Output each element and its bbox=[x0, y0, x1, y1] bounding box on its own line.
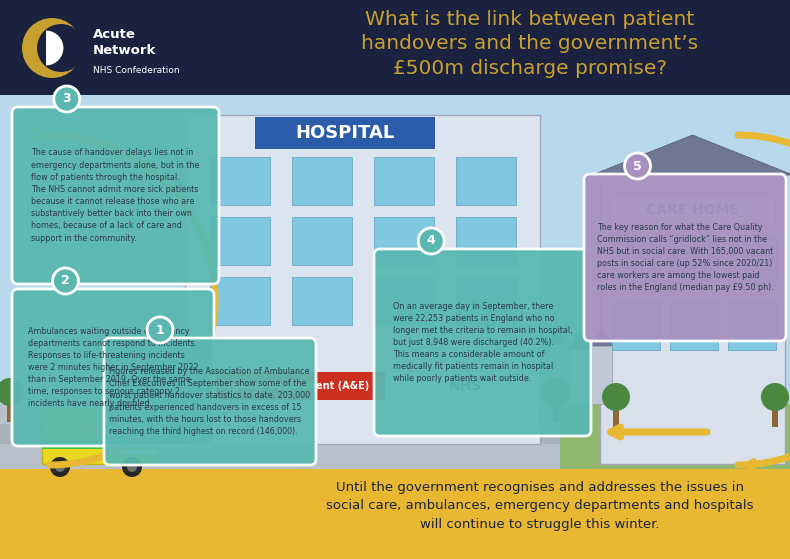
Circle shape bbox=[147, 317, 173, 343]
Bar bbox=[0, 95, 790, 469]
Bar bbox=[613, 409, 619, 427]
Text: Ambulances waiting outside emergency
departments cannot respond to incidents.
Re: Ambulances waiting outside emergency dep… bbox=[28, 326, 198, 409]
Circle shape bbox=[54, 86, 80, 112]
Text: 4: 4 bbox=[427, 234, 435, 248]
Circle shape bbox=[52, 268, 78, 294]
Circle shape bbox=[22, 18, 82, 78]
Bar bbox=[610, 195, 775, 225]
Bar bbox=[190, 372, 535, 400]
Polygon shape bbox=[592, 135, 790, 175]
FancyBboxPatch shape bbox=[584, 174, 786, 341]
Circle shape bbox=[418, 228, 444, 254]
Text: CARE HOME: CARE HOME bbox=[645, 203, 739, 217]
Bar bbox=[292, 277, 352, 325]
Bar bbox=[0, 469, 790, 559]
FancyBboxPatch shape bbox=[104, 338, 316, 465]
Bar bbox=[456, 157, 516, 205]
Text: Acute
Network: Acute Network bbox=[93, 28, 156, 56]
Bar bbox=[0, 404, 790, 469]
Bar bbox=[612, 300, 660, 350]
Bar bbox=[374, 157, 434, 205]
Bar bbox=[456, 277, 516, 325]
Bar bbox=[553, 404, 559, 422]
Circle shape bbox=[0, 378, 24, 406]
Text: HOSPITAL: HOSPITAL bbox=[295, 124, 395, 142]
FancyBboxPatch shape bbox=[12, 107, 219, 284]
Wedge shape bbox=[46, 31, 63, 65]
Text: NHS Confederation: NHS Confederation bbox=[93, 66, 179, 75]
Circle shape bbox=[127, 462, 137, 472]
Bar bbox=[728, 235, 776, 285]
Bar bbox=[670, 235, 718, 285]
Circle shape bbox=[37, 24, 85, 72]
Bar bbox=[7, 404, 13, 422]
Bar bbox=[772, 409, 778, 427]
Circle shape bbox=[122, 457, 142, 477]
FancyBboxPatch shape bbox=[12, 289, 214, 446]
Bar bbox=[0, 404, 560, 469]
Text: 2: 2 bbox=[61, 274, 70, 287]
Text: NHS: NHS bbox=[449, 379, 482, 393]
Circle shape bbox=[761, 383, 789, 411]
Bar bbox=[185, 115, 540, 444]
Bar bbox=[600, 175, 785, 464]
Bar bbox=[0, 424, 560, 444]
Bar bbox=[107, 414, 157, 454]
Polygon shape bbox=[568, 331, 592, 349]
Bar bbox=[42, 409, 157, 464]
Bar bbox=[255, 117, 435, 149]
Text: 3: 3 bbox=[62, 92, 71, 106]
Text: 1: 1 bbox=[156, 324, 164, 337]
Bar bbox=[374, 277, 434, 325]
Text: Emergency Department (A&E): Emergency Department (A&E) bbox=[205, 381, 370, 391]
Circle shape bbox=[602, 383, 630, 411]
Text: On an average day in September, there
were 22,253 patients in England who no
lon: On an average day in September, there we… bbox=[393, 301, 572, 383]
Bar bbox=[292, 217, 352, 265]
Bar bbox=[592, 346, 612, 404]
Bar bbox=[0, 0, 790, 95]
Bar bbox=[210, 277, 270, 325]
Bar bbox=[728, 300, 776, 350]
Bar bbox=[292, 157, 352, 205]
Text: Figures released by the Association of Ambulance
Chief Executives in September s: Figures released by the Association of A… bbox=[110, 367, 310, 437]
Bar bbox=[456, 217, 516, 265]
Bar bbox=[210, 217, 270, 265]
Bar bbox=[548, 344, 568, 404]
Text: 5: 5 bbox=[633, 159, 641, 173]
Bar bbox=[670, 300, 718, 350]
Bar bbox=[612, 235, 660, 285]
Circle shape bbox=[161, 378, 189, 406]
Bar bbox=[570, 349, 590, 404]
Bar bbox=[210, 157, 270, 205]
Circle shape bbox=[55, 462, 65, 472]
Bar bbox=[42, 439, 157, 449]
FancyBboxPatch shape bbox=[374, 249, 591, 436]
Text: The cause of handover delays lies not in
emergency departments alone, but in the: The cause of handover delays lies not in… bbox=[32, 149, 200, 243]
Circle shape bbox=[542, 378, 570, 406]
Bar bbox=[374, 217, 434, 265]
Polygon shape bbox=[590, 328, 614, 346]
Bar bbox=[172, 404, 178, 422]
Text: Until the government recognises and addresses the issues in
social care, ambulan: Until the government recognises and addr… bbox=[326, 481, 754, 531]
Circle shape bbox=[50, 457, 70, 477]
Circle shape bbox=[625, 153, 650, 179]
Bar bbox=[190, 372, 385, 400]
Text: The key reason for what the Care Quality
Commission calls “gridlock” lies not in: The key reason for what the Care Quality… bbox=[596, 222, 773, 292]
Polygon shape bbox=[546, 326, 570, 344]
Text: What is the link between patient
handovers and the government’s
£500m discharge : What is the link between patient handove… bbox=[362, 10, 698, 78]
